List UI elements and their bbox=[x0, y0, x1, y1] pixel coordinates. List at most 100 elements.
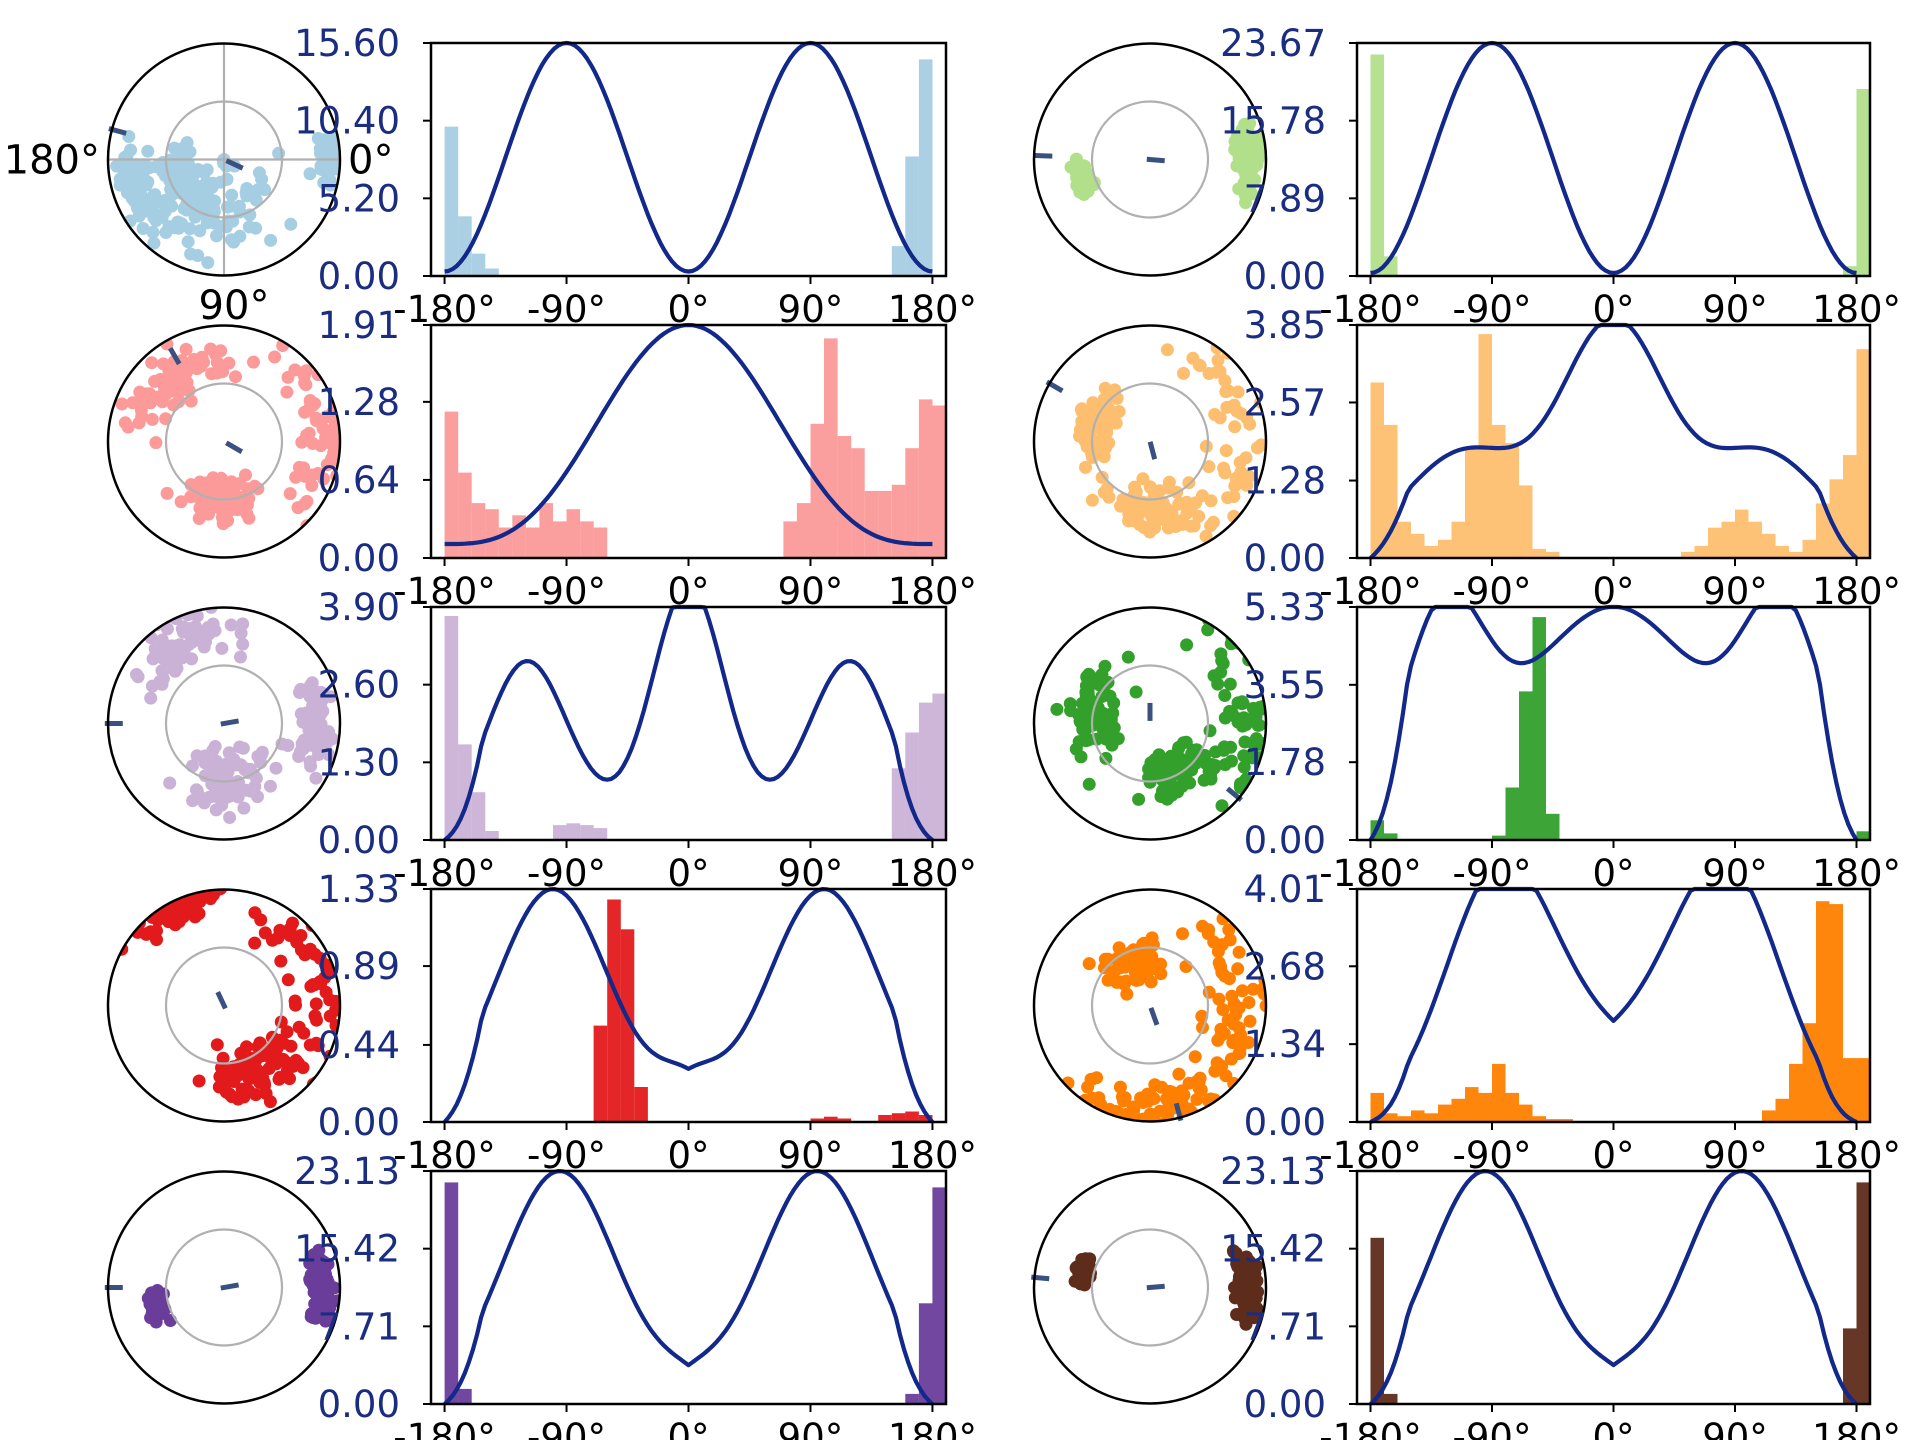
polar-point bbox=[144, 691, 158, 705]
polar-point bbox=[1201, 927, 1215, 941]
histogram-bar bbox=[837, 1118, 852, 1122]
polar-inner-ring bbox=[1090, 382, 1210, 501]
polar-point bbox=[160, 486, 174, 500]
y-tick-label: 10.40 bbox=[294, 100, 400, 143]
polar-frame bbox=[106, 888, 342, 1123]
polar-point bbox=[1238, 735, 1252, 749]
density-curve bbox=[1368, 604, 1859, 842]
histogram-bar bbox=[593, 1025, 608, 1122]
polar-point bbox=[1231, 346, 1245, 360]
polar-point bbox=[1231, 385, 1245, 399]
y-tick-label: 23.67 bbox=[1220, 22, 1326, 65]
polar-point bbox=[252, 166, 266, 180]
histogram-bar bbox=[878, 490, 892, 558]
polar-point bbox=[249, 1088, 263, 1102]
polar-point bbox=[168, 664, 182, 678]
polar-point bbox=[1269, 719, 1282, 732]
polar-point bbox=[1145, 509, 1159, 523]
histogram-bar bbox=[1370, 382, 1384, 558]
polar-point bbox=[223, 811, 237, 824]
polar-points bbox=[110, 130, 340, 270]
polar-point bbox=[1069, 742, 1083, 756]
polar-points bbox=[1064, 116, 1266, 210]
y-tick-label: 5.33 bbox=[1244, 586, 1326, 629]
polar-point bbox=[1155, 1080, 1169, 1094]
polar-point bbox=[1236, 1309, 1250, 1323]
histogram-bar bbox=[905, 156, 919, 276]
histogram-bar bbox=[1370, 1237, 1384, 1404]
polar-point bbox=[205, 367, 219, 381]
polar-point bbox=[1226, 399, 1240, 413]
polar-point bbox=[1184, 753, 1198, 767]
density-curve bbox=[443, 604, 934, 842]
polar-point bbox=[248, 936, 262, 950]
polar-point bbox=[226, 234, 240, 248]
polar-point bbox=[300, 428, 314, 442]
polar-direction-marker bbox=[1147, 441, 1158, 460]
polar-point bbox=[223, 199, 237, 213]
histogram-bar bbox=[1559, 1119, 1573, 1122]
polar-frame bbox=[1032, 42, 1268, 277]
polar-point bbox=[155, 633, 169, 647]
polar-point bbox=[314, 159, 328, 173]
histogram-bar bbox=[1708, 527, 1722, 558]
histogram-bar bbox=[891, 246, 906, 276]
polar-point bbox=[298, 376, 312, 390]
polar-point bbox=[239, 186, 253, 200]
polar-point bbox=[1085, 493, 1099, 507]
polar-point bbox=[167, 889, 181, 897]
histogram-bar bbox=[1816, 503, 1830, 558]
polar-point bbox=[174, 639, 188, 653]
polar-point bbox=[1097, 486, 1111, 499]
polar-point bbox=[342, 441, 355, 454]
polar-point bbox=[323, 1298, 336, 1312]
histogram bbox=[1370, 617, 1870, 840]
polar-point bbox=[305, 479, 319, 492]
histogram-bar bbox=[620, 929, 635, 1122]
polar-point bbox=[1231, 962, 1245, 976]
histogram-bar bbox=[810, 1118, 825, 1122]
histogram-bar bbox=[1424, 1113, 1438, 1122]
polar-point bbox=[243, 765, 257, 779]
histogram-bar bbox=[1856, 89, 1870, 276]
polar-points bbox=[1068, 1244, 1265, 1331]
polar-point bbox=[1145, 931, 1159, 945]
polar-point bbox=[240, 1040, 253, 1054]
polar-point bbox=[1188, 1050, 1202, 1064]
histogram-bar bbox=[1451, 521, 1465, 558]
histogram-bar bbox=[891, 768, 906, 840]
polar-point bbox=[1190, 1092, 1204, 1106]
polar-plot bbox=[1031, 1170, 1268, 1405]
polar-point bbox=[1085, 1072, 1099, 1086]
polar-label-180: 180° bbox=[4, 138, 100, 184]
polar-point bbox=[193, 501, 207, 515]
polar-point bbox=[1112, 941, 1126, 955]
y-tick-label: 0.00 bbox=[318, 1101, 400, 1144]
histogram-bar bbox=[1492, 424, 1506, 558]
polar-point bbox=[1246, 982, 1260, 996]
polar-point bbox=[1110, 975, 1124, 989]
polar-point bbox=[1155, 772, 1169, 786]
polar-point bbox=[294, 745, 307, 759]
polar-point bbox=[225, 188, 239, 202]
polar-points bbox=[141, 1243, 340, 1329]
polar-point bbox=[1213, 364, 1227, 378]
polar-point bbox=[1155, 512, 1169, 526]
polar-point bbox=[1218, 711, 1232, 725]
histogram-bar bbox=[1856, 1182, 1870, 1404]
density-curve bbox=[1369, 322, 1858, 560]
histogram-bar bbox=[918, 399, 933, 558]
polar-point bbox=[121, 420, 135, 434]
polar-point bbox=[1083, 434, 1097, 448]
histogram-bar bbox=[539, 503, 553, 558]
histogram-bar bbox=[471, 792, 486, 840]
histogram-bar bbox=[1856, 349, 1870, 558]
plot-frame bbox=[429, 41, 948, 278]
panel-r4-right: 0.001.342.684.01-180° -90° 0° 90° 180° bbox=[1032, 868, 1901, 1177]
histogram-bar bbox=[1546, 813, 1560, 840]
polar-point bbox=[1251, 140, 1265, 154]
histogram-bar bbox=[1384, 833, 1398, 840]
polar-point bbox=[1237, 749, 1251, 763]
polar-point bbox=[280, 385, 294, 399]
histogram-bar bbox=[566, 823, 581, 840]
